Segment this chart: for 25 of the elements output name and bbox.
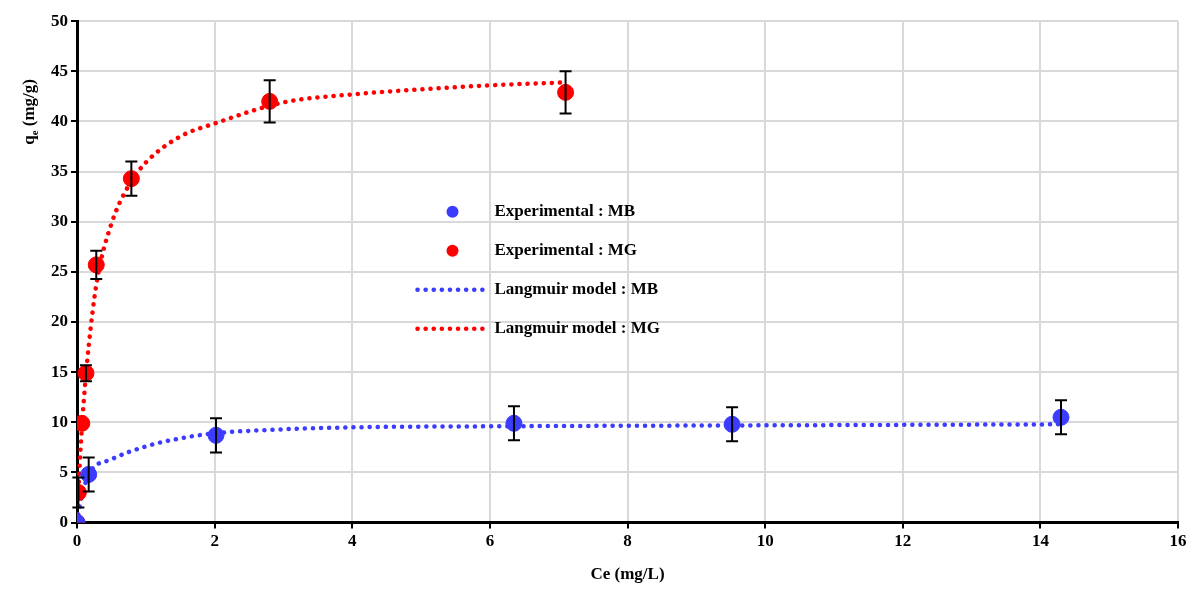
legend-label: Experimental : MB	[494, 201, 636, 221]
y-tick-label: 45	[51, 60, 68, 80]
x-tick-label: 12	[894, 531, 912, 551]
x-tick-label: 4	[348, 531, 357, 551]
x-tick-label: 10	[756, 531, 774, 551]
legend-label: Langmuir model : MG	[494, 318, 660, 338]
y-tick-label: 15	[51, 361, 68, 381]
x-tick-label: 6	[485, 531, 495, 551]
x-tick-label: 0	[72, 531, 82, 551]
y-tick-label: 35	[51, 161, 68, 181]
y-tick-label: 0	[59, 511, 68, 531]
x-tick-label: 16	[1169, 531, 1187, 551]
x-tick-label: 2	[210, 531, 219, 551]
legend-label: Experimental : MG	[494, 240, 638, 260]
y-tick-label: 40	[51, 110, 68, 130]
y-tick-label: 30	[51, 211, 68, 231]
y-tick-label: 25	[51, 261, 68, 281]
x-axis-title: Ce (mg/L)	[590, 563, 665, 583]
x-tick-label: 14	[1031, 531, 1050, 551]
y-tick-label: 20	[51, 311, 68, 331]
x-tick-label: 8	[623, 531, 632, 551]
y-tick-label: 50	[51, 10, 68, 30]
legend-label: Langmuir model : MB	[494, 279, 659, 299]
y-tick-label: 5	[59, 461, 68, 481]
y-tick-label: 10	[51, 411, 68, 431]
